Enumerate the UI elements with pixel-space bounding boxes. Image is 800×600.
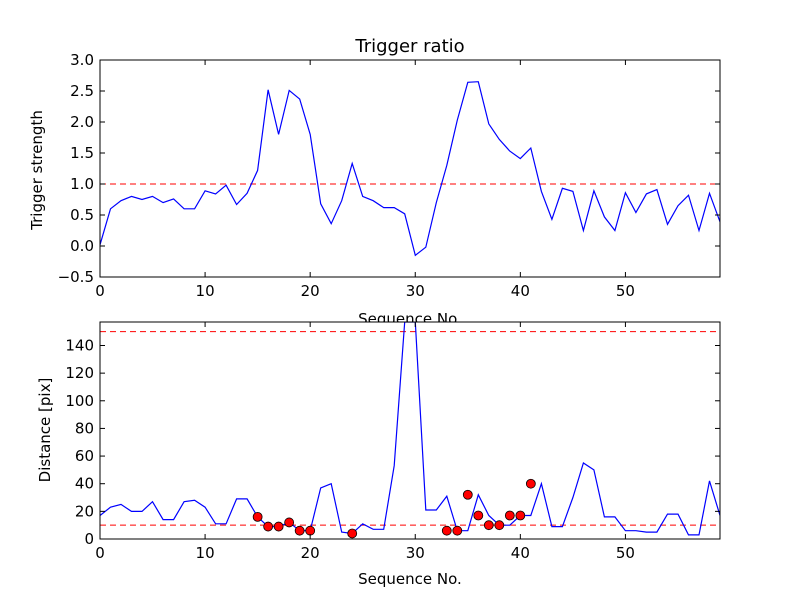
y-tick-label: −0.5: [58, 268, 94, 286]
x-axis-label: Sequence No.: [358, 570, 462, 588]
plot-marks: [100, 81, 720, 257]
x-tick-label: 10: [196, 544, 215, 562]
triggered-point: [305, 525, 316, 536]
x-tick-label: 0: [95, 282, 105, 300]
x-tick-label: 20: [301, 282, 320, 300]
triggered-point: [441, 525, 452, 536]
y-tick-label: 100: [65, 392, 94, 410]
triggered-point: [284, 517, 295, 528]
y-tick-label: 120: [65, 364, 94, 382]
triggered-point: [452, 525, 463, 536]
x-tick-label: 50: [616, 282, 635, 300]
triggered-point: [462, 489, 473, 500]
triggered-point: [252, 511, 263, 522]
triggered-point: [483, 520, 494, 531]
y-axis-label: Trigger strength: [28, 110, 46, 231]
trigger-ratio-chart: Trigger ratio −0.50.00.51.01.52.02.53.0 …: [28, 36, 721, 328]
x-tick-label: 10: [196, 282, 215, 300]
axes-frame: [99, 321, 721, 540]
y-axis: 0 20 40 60 80 100 120 140: [65, 336, 720, 548]
x-tick-label: 0: [95, 544, 105, 562]
triggered-point: [473, 510, 484, 521]
y-axis-label: Distance [pix]: [36, 378, 54, 483]
triggered-point: [515, 510, 526, 521]
y-tick-label: 1.5: [70, 144, 94, 162]
triggered-point: [494, 520, 505, 531]
y-tick-label: 3.0: [70, 51, 94, 69]
plot-area: [100, 60, 720, 277]
y-tick-label: 2.0: [70, 113, 94, 131]
triggered-point: [347, 528, 358, 539]
triggered-point: [294, 525, 305, 536]
x-axis: 0 10 20 30 40 50: [95, 60, 635, 300]
distance-chart: 0 20 40 60 80 100 120 140 0 10 20 30 40 50 Sequence …: [36, 321, 721, 588]
axes-frame: [99, 59, 721, 278]
x-tick-label: 40: [511, 282, 530, 300]
x-tick-label: 30: [406, 282, 425, 300]
triggered-point: [273, 521, 284, 532]
series-line: [100, 81, 720, 257]
x-axis: 0 10 20 30 40 50: [95, 322, 635, 562]
y-tick-label: 80: [75, 419, 94, 437]
y-tick-label: 60: [75, 447, 94, 465]
triggered-point: [263, 521, 274, 532]
y-tick-label: 2.5: [70, 82, 94, 100]
triggered-point: [525, 478, 536, 489]
plot-area: [100, 322, 720, 539]
y-tick-label: 1.0: [70, 175, 94, 193]
y-tick-label: 140: [65, 336, 94, 354]
x-tick-label: 30: [406, 544, 425, 562]
y-tick-label: 20: [75, 502, 94, 520]
chart-title: Trigger ratio: [354, 36, 464, 57]
triggered-point: [504, 510, 515, 521]
y-tick-label: 0: [84, 530, 94, 548]
y-tick-label: 0.0: [70, 237, 94, 255]
x-tick-label: 40: [511, 544, 530, 562]
y-axis: −0.5 0.0 0.5 1.0 1.5 2.0 2.5 3.0: [58, 51, 720, 286]
x-tick-label: 50: [616, 544, 635, 562]
y-tick-label: 40: [75, 475, 94, 493]
y-tick-label: 0.5: [70, 206, 94, 224]
x-tick-label: 20: [301, 544, 320, 562]
series-line: [100, 322, 720, 536]
